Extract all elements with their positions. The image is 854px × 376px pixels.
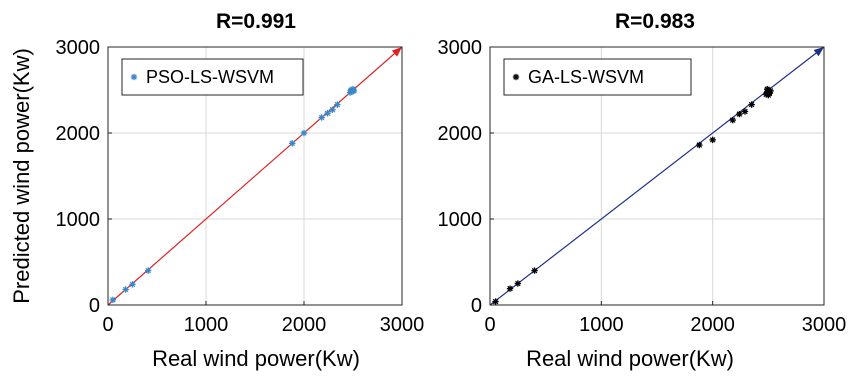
reference-line-arrowhead [391, 47, 402, 57]
data-point [729, 116, 736, 124]
data-point [318, 114, 325, 121]
data-point [741, 108, 749, 115]
legend: PSO-LS-WSVM [121, 58, 304, 96]
data-point [109, 296, 117, 304]
data-point [492, 298, 499, 305]
data-point [129, 281, 136, 288]
x-tick-label: 2000 [690, 314, 735, 336]
reference-line-arrowhead [813, 47, 824, 57]
data-point [144, 267, 152, 274]
x-axis-label: Real wind power(Kw) [526, 346, 734, 371]
x-tick-label: 0 [102, 314, 113, 336]
y-tick-label: 1000 [438, 209, 483, 231]
chart-title: R=0.983 [615, 10, 695, 33]
data-point [300, 129, 308, 137]
x-tick-label: 1000 [184, 314, 229, 336]
data-point [709, 136, 716, 144]
data-point [514, 280, 522, 287]
data-point [748, 101, 755, 108]
axes-box [107, 46, 403, 306]
x-tick-label: 3000 [380, 314, 425, 336]
legend: GA-LS-WSVM [503, 58, 692, 96]
data-point [334, 101, 341, 108]
x-tick-label: 3000 [802, 314, 847, 336]
data-point [766, 90, 773, 97]
plot-panel-ga: R=0.983 Real wind power(Kw) 00 1000 1000 20… [438, 10, 847, 371]
x-tick-label: 2000 [282, 314, 327, 336]
legend-marker [130, 73, 138, 81]
y-tick-label: 0 [471, 295, 482, 317]
data-point [122, 286, 129, 293]
y-tick-label: 2000 [56, 123, 101, 145]
y-tick-label: 0 [89, 295, 100, 317]
legend-label: PSO-LS-WSVM [146, 67, 274, 87]
data-point [736, 110, 743, 118]
legend-label: GA-LS-WSVM [528, 67, 644, 87]
data-point [696, 141, 703, 149]
data-point [347, 86, 355, 94]
y-tick-label: 3000 [438, 37, 483, 59]
y-axis-label: Predicted wind power(Kw) [9, 48, 34, 304]
data-point [506, 285, 514, 292]
y-tick-label: 3000 [56, 37, 101, 59]
x-tick-label: 1000 [579, 314, 624, 336]
legend-box [503, 58, 692, 96]
y-tick-label: 1000 [56, 209, 101, 231]
x-axis-label: Real wind power(Kw) [152, 346, 360, 371]
data-point [324, 110, 331, 117]
legend-marker [512, 73, 520, 81]
legend-box [121, 58, 304, 96]
data-point [289, 140, 296, 147]
data-point [531, 267, 538, 274]
plot-panel-pso: R=0.991 Predicted wind power(Kw) Real wi… [9, 10, 424, 371]
axes-box [489, 46, 825, 306]
x-tick-label: 0 [484, 314, 495, 336]
y-tick-label: 2000 [438, 123, 483, 145]
data-point [329, 106, 336, 113]
chart-title: R=0.991 [216, 10, 296, 33]
